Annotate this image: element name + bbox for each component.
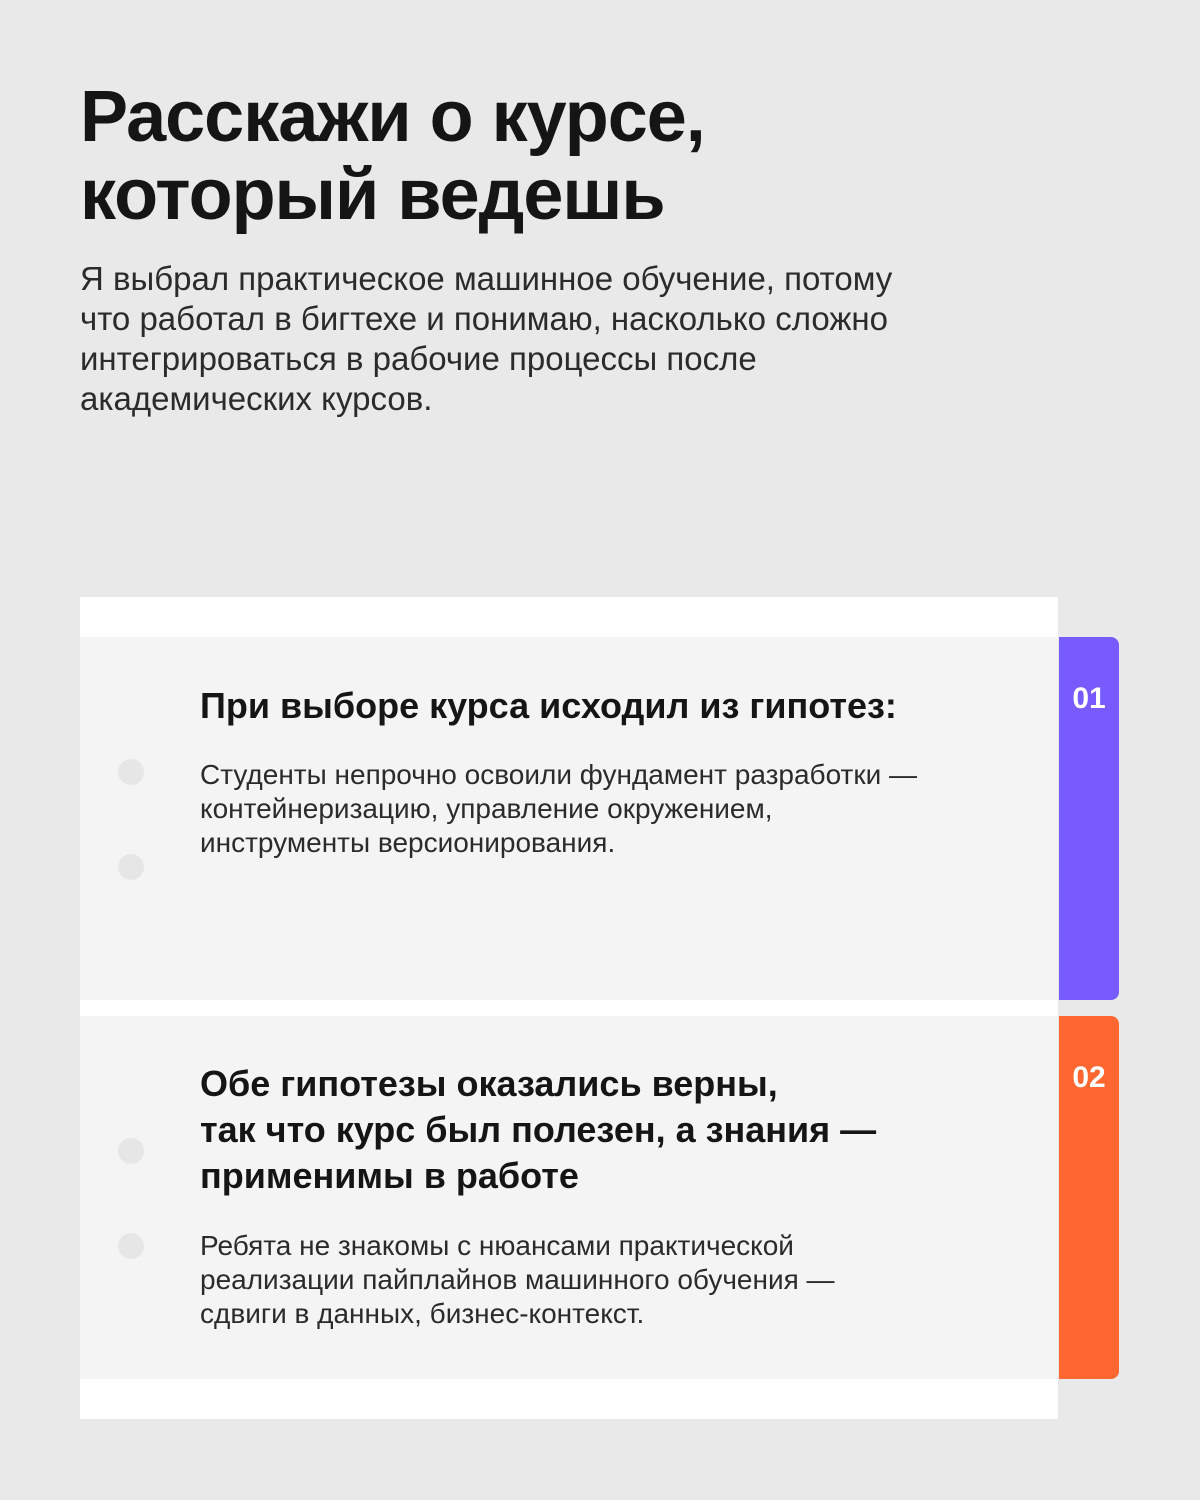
card-heading: При выборе курса исходил из гипотез:: [200, 683, 1020, 729]
pagination-dot: [118, 1233, 144, 1259]
card-text: Студенты непрочно освоили фундамент разр…: [200, 758, 1020, 860]
pagination-dot: [118, 1138, 144, 1164]
card-heading-line: При выборе курса исходил из гипотез:: [200, 685, 897, 726]
card-text-line: сдвиги в данных, бизнес-контекст.: [200, 1298, 645, 1329]
card-number-tab: 02: [1059, 1016, 1119, 1379]
card-text-line: Ребята не знакомы с нюансами практическо…: [200, 1230, 794, 1261]
card-text: Ребята не знакомы с нюансами практическо…: [200, 1229, 1020, 1331]
pagination-dot: [118, 854, 144, 880]
page-title: Расскажи о курсе, который ведешь: [80, 78, 1080, 234]
intro-line: что работал в бигтехе и понимаю, насколь…: [80, 300, 888, 337]
card-text-line: реализации пайплайнов машинного обучения…: [200, 1264, 835, 1295]
card-heading: Обе гипотезы оказались верны, так что ку…: [200, 1061, 1020, 1199]
card-heading-line: так что курс был полезен, а знания —: [200, 1109, 877, 1150]
card-text-line: инструменты версионирования.: [200, 827, 616, 858]
pagination-dot: [118, 759, 144, 785]
card-number: 01: [1072, 682, 1106, 715]
intro-line: интегрироваться в рабочие процессы после: [80, 340, 757, 377]
title-line: Расскажи о курсе,: [80, 77, 706, 157]
intro-line: академических курсов.: [80, 380, 433, 417]
card-text-line: Студенты непрочно освоили фундамент разр…: [200, 759, 918, 790]
result-card: [80, 1016, 1058, 1379]
card-number-tab: 01: [1059, 637, 1119, 1000]
card-number: 02: [1072, 1061, 1106, 1094]
intro-line: Я выбрал практическое машинное обучение,…: [80, 260, 893, 297]
title-line: который ведешь: [80, 155, 666, 235]
card-heading-line: применимы в работе: [200, 1155, 579, 1196]
intro-paragraph: Я выбрал практическое машинное обучение,…: [80, 259, 1020, 419]
hypothesis-card: [80, 637, 1058, 1000]
card-heading-line: Обе гипотезы оказались верны,: [200, 1063, 778, 1104]
card-text-line: контейнеризацию, управление окружением,: [200, 793, 773, 824]
